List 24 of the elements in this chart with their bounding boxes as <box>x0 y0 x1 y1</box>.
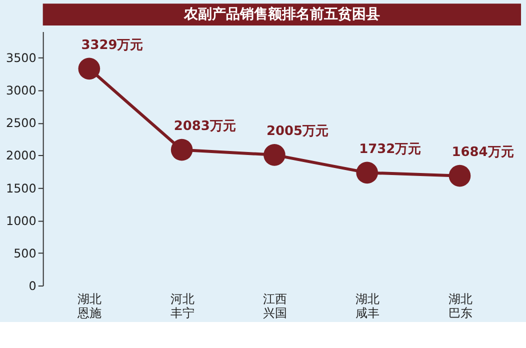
data-label: 2005万元 <box>266 124 328 140</box>
y-tick-label: 2000 <box>6 148 36 163</box>
x-tick-label: 湖北咸丰 <box>356 292 380 320</box>
chart-title: 农副产品销售额排名前五贫困县 <box>182 6 380 23</box>
data-label: 1684万元 <box>452 144 514 160</box>
x-tick-label: 湖北巴东 <box>448 292 472 320</box>
y-tick-label: 3000 <box>6 84 36 98</box>
y-tick-label: 3500 <box>6 51 36 66</box>
y-tick-label: 0 <box>28 279 36 294</box>
y-tick-label: 1500 <box>6 181 36 196</box>
point <box>356 162 378 184</box>
point <box>448 164 471 187</box>
data-label: 1732万元 <box>359 142 422 157</box>
data-label: 3329万元 <box>81 38 144 53</box>
point <box>170 138 193 161</box>
point <box>78 58 100 80</box>
point <box>264 144 286 166</box>
y-tick-label: 1000 <box>6 214 36 228</box>
x-tick-label: 河北丰宁 <box>170 292 194 320</box>
x-tick-label: 江西兴国 <box>262 292 287 320</box>
y-tick-label: 500 <box>14 246 36 260</box>
y-tick-label: 2500 <box>6 116 36 130</box>
x-tick-label: 湖北恩施 <box>76 292 102 320</box>
data-label: 2083万元 <box>174 118 236 134</box>
